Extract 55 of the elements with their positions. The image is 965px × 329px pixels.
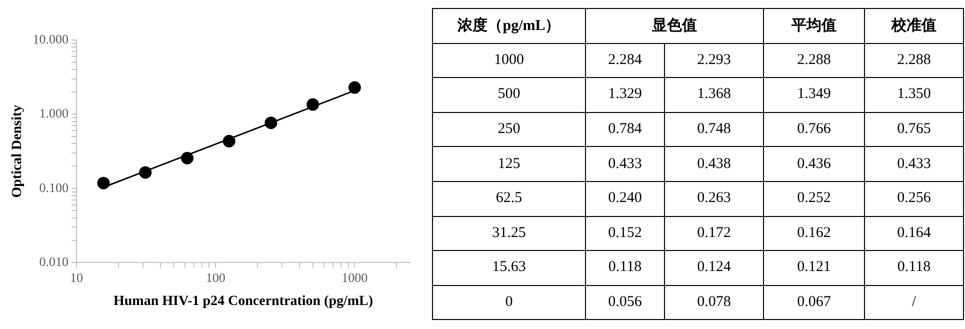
text: 0.748 bbox=[664, 112, 764, 147]
x-axis-title: Human HIV-1 p24 Concerntration (pg/mL) bbox=[114, 294, 374, 310]
text: 0.256 bbox=[864, 181, 964, 216]
text: / bbox=[864, 285, 964, 320]
text: 0.162 bbox=[764, 216, 864, 251]
x-tick-label: 10 bbox=[70, 270, 84, 285]
text: 0.078 bbox=[664, 285, 764, 320]
y-tick-label: 10.000 bbox=[32, 31, 69, 46]
text: 0.118 bbox=[864, 250, 964, 286]
y-tick-label: 1.000 bbox=[39, 106, 69, 121]
text: 0.438 bbox=[664, 146, 764, 182]
text: 1000 bbox=[432, 43, 586, 78]
text: 1.350 bbox=[864, 78, 964, 112]
text: 1.329 bbox=[586, 78, 664, 112]
text: 2.288 bbox=[764, 43, 864, 78]
text: 15.63 bbox=[432, 250, 586, 286]
y-tick-label: 0.100 bbox=[39, 180, 69, 195]
text: 0.252 bbox=[764, 181, 864, 216]
text: 500 bbox=[432, 78, 586, 112]
text: 0.067 bbox=[764, 285, 864, 320]
text: 125 bbox=[432, 146, 586, 182]
text: 0.433 bbox=[586, 146, 664, 182]
text: 0.765 bbox=[864, 112, 964, 147]
text: 0.263 bbox=[664, 181, 764, 216]
text: 250 bbox=[432, 112, 586, 147]
text: 1.349 bbox=[764, 78, 864, 112]
text: 31.25 bbox=[432, 216, 586, 251]
y-tick-label: 0.010 bbox=[39, 254, 69, 270]
text: 0.436 bbox=[764, 146, 864, 182]
text: 62.5 bbox=[432, 181, 586, 216]
text: 0.766 bbox=[764, 112, 864, 147]
x-tick-label: 100 bbox=[206, 270, 226, 285]
text: 0.240 bbox=[586, 181, 664, 216]
point bbox=[348, 81, 361, 94]
text: 0.118 bbox=[586, 250, 664, 286]
text: 0.164 bbox=[864, 216, 964, 251]
text: 校准值 bbox=[864, 8, 964, 44]
text: 2.288 bbox=[864, 43, 964, 78]
text: 0.172 bbox=[664, 216, 764, 251]
text: 2.284 bbox=[586, 43, 664, 78]
text: 显色值 bbox=[586, 8, 764, 44]
text: 0.121 bbox=[764, 250, 864, 286]
text: 0.784 bbox=[586, 112, 664, 147]
text: 0.056 bbox=[586, 285, 664, 320]
text: 0.433 bbox=[864, 146, 964, 182]
text: 平均值 bbox=[764, 8, 864, 44]
text: 0 bbox=[432, 285, 586, 320]
x-tick-label: 1000 bbox=[342, 270, 368, 285]
text: 2.293 bbox=[664, 43, 764, 78]
text: 0.124 bbox=[664, 250, 764, 286]
y-axis-title: Optical Density bbox=[10, 104, 26, 198]
text: 浓度（pg/mL） bbox=[432, 8, 586, 44]
point bbox=[97, 176, 110, 190]
text: 1.368 bbox=[664, 78, 764, 112]
text: 0.152 bbox=[586, 216, 664, 251]
